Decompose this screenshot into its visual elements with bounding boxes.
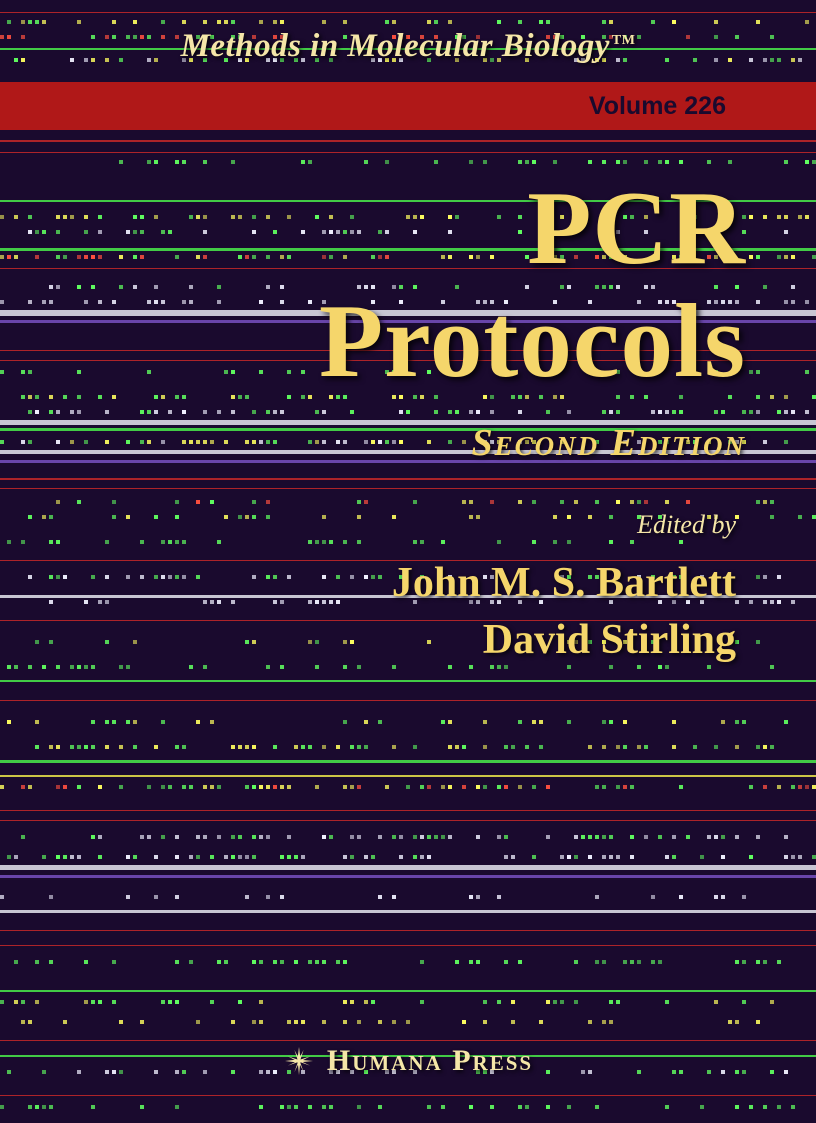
title-line-1: PCR — [319, 175, 746, 280]
editors-block: John M. S. Bartlett David Stirling — [392, 555, 736, 668]
publisher-star-icon — [283, 1045, 315, 1077]
series-title-text: Methods in Molecular Biology — [181, 28, 610, 64]
publisher-block: Humana Press — [0, 1044, 816, 1078]
book-cover: Methods in Molecular BiologyTM Volume 22… — [0, 0, 816, 1123]
edited-by-label: Edited by — [637, 510, 736, 540]
edition-label: Second Edition — [319, 421, 746, 465]
series-name: Methods in Molecular BiologyTM — [0, 28, 816, 65]
editor-2: David Stirling — [392, 612, 736, 669]
publisher-name: Humana Press — [327, 1044, 533, 1078]
volume-band: Volume 226 — [0, 82, 816, 130]
editor-1: John M. S. Bartlett — [392, 555, 736, 612]
volume-number: Volume 226 — [589, 92, 726, 121]
trademark-symbol: TM — [612, 33, 636, 48]
title-block: PCR Protocols Second Edition — [319, 175, 746, 465]
title-line-2: Protocols — [319, 288, 746, 393]
